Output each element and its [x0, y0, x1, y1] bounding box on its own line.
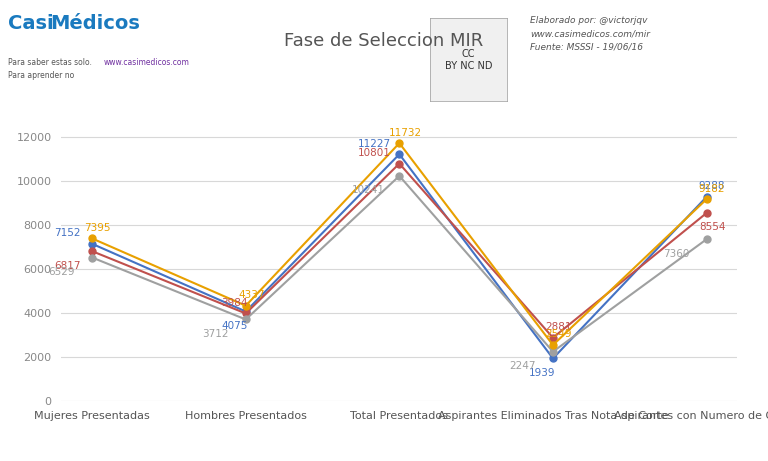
Text: Para saber estas solo.: Para saber estas solo. — [8, 58, 91, 67]
Text: Médicos: Médicos — [50, 14, 140, 33]
2015-16 — [88, 241, 97, 247]
2015-16 — [241, 309, 250, 314]
2015-16 — [395, 152, 404, 157]
2013-14 — [88, 255, 97, 260]
Text: CC
BY NC ND: CC BY NC ND — [445, 49, 492, 71]
2013-14 — [548, 349, 558, 355]
Text: 4337: 4337 — [238, 290, 264, 300]
2013-14 — [241, 317, 250, 322]
2012-13 — [241, 303, 250, 308]
2012-13 — [702, 196, 711, 202]
Text: 9182: 9182 — [699, 183, 725, 194]
2012-13 — [548, 342, 558, 348]
Text: 6529: 6529 — [48, 267, 74, 277]
Text: 10801: 10801 — [358, 148, 391, 158]
2015-16 — [702, 194, 711, 200]
2013-14 — [702, 236, 711, 242]
Text: 1939: 1939 — [528, 368, 555, 378]
2013-14 — [395, 173, 404, 179]
Line: 2013-14: 2013-14 — [88, 172, 710, 355]
Text: Casi: Casi — [8, 14, 53, 33]
2012-13 — [395, 140, 404, 146]
2014-15 — [548, 335, 558, 341]
Text: 6817: 6817 — [54, 260, 81, 271]
Text: 2881: 2881 — [545, 322, 571, 332]
Text: 11732: 11732 — [389, 128, 422, 137]
Legend: 2015-16, 2014-15, 2013-14, 2012-13: 2015-16, 2014-15, 2013-14, 2012-13 — [199, 458, 600, 461]
2012-13 — [88, 236, 97, 241]
2014-15 — [395, 161, 404, 166]
Text: 2247: 2247 — [509, 361, 535, 371]
Text: Fase de Seleccion MIR: Fase de Seleccion MIR — [284, 32, 484, 50]
Text: 7395: 7395 — [84, 223, 111, 233]
Text: 10241: 10241 — [353, 185, 386, 195]
2015-16 — [548, 356, 558, 361]
Text: Elaborado por: @victorjqv
www.casimedicos.com/mir
Fuente: MSSSI - 19/06/16: Elaborado por: @victorjqv www.casimedico… — [530, 16, 650, 52]
Line: 2015-16: 2015-16 — [88, 151, 710, 362]
Line: 2014-15: 2014-15 — [88, 160, 710, 341]
Text: 3712: 3712 — [202, 329, 228, 339]
Text: 2549: 2549 — [545, 330, 571, 339]
Text: 11227: 11227 — [358, 139, 391, 149]
Text: 9288: 9288 — [699, 181, 725, 191]
Text: 3984: 3984 — [221, 298, 248, 308]
Text: www.casimedicos.com: www.casimedicos.com — [104, 58, 190, 67]
Text: 8554: 8554 — [699, 223, 725, 232]
Text: Para aprender no: Para aprender no — [8, 71, 74, 81]
Text: 4075: 4075 — [221, 321, 248, 331]
Text: 7360: 7360 — [663, 248, 689, 259]
Text: 7152: 7152 — [54, 228, 81, 238]
2014-15 — [88, 248, 97, 254]
2014-15 — [241, 311, 250, 316]
2014-15 — [702, 210, 711, 216]
Line: 2012-13: 2012-13 — [88, 140, 710, 349]
